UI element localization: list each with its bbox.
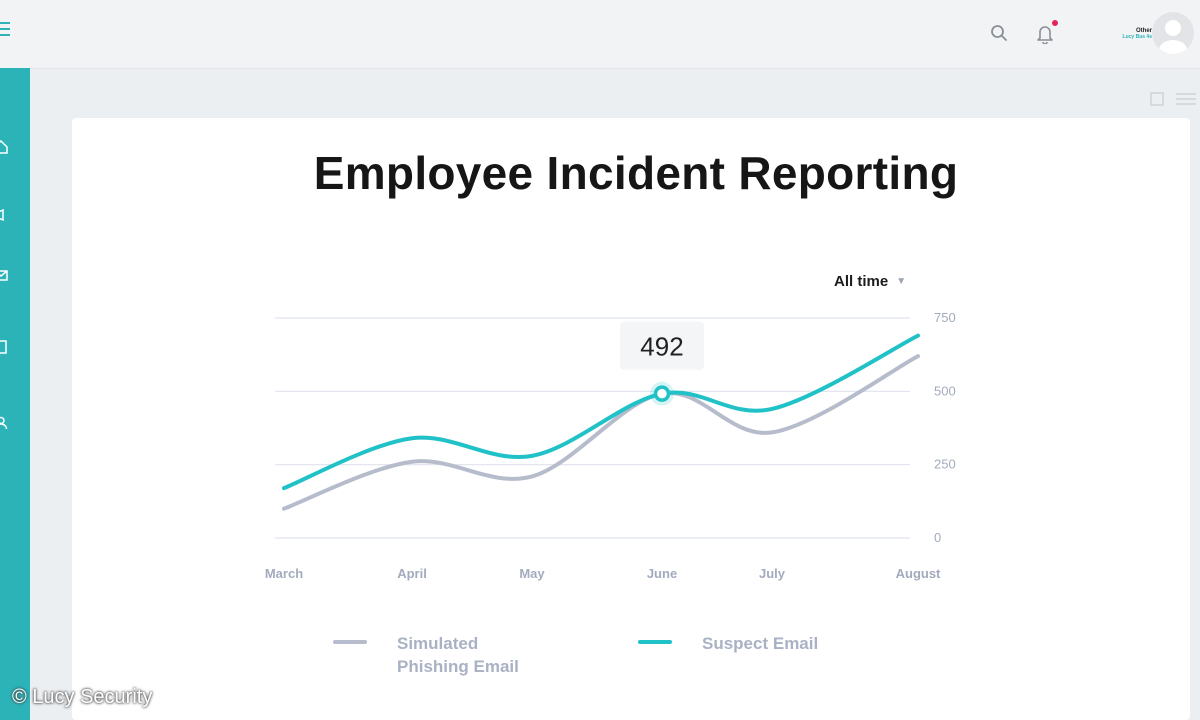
report-card (72, 118, 1190, 720)
layout-tools[interactable] (1150, 90, 1198, 108)
y-tick-label: 0 (934, 530, 941, 545)
legend-simulated-phishing[interactable]: Simulated Phishing Email (333, 632, 557, 678)
user-avatar-icon (1159, 20, 1187, 54)
series-line-suspect-email (282, 333, 920, 491)
legend-swatch-suspect (638, 640, 672, 644)
user-name: Other (1135, 28, 1152, 34)
legend-label-suspect: Suspect Email (702, 634, 819, 653)
bell-icon[interactable] (1036, 24, 1054, 44)
user-icon[interactable] (0, 416, 8, 430)
time-range-value: All time (834, 273, 889, 290)
list-icon[interactable] (1176, 93, 1196, 105)
user-role: Lucy Bus 4s (1122, 34, 1152, 40)
search-icon[interactable] (990, 24, 1008, 42)
sidebar (0, 68, 30, 720)
y-tick-label: 250 (934, 457, 956, 472)
x-tick-label: July (759, 566, 786, 581)
top-bar: Other Lucy Bus 4s (0, 0, 1200, 69)
page-title: Employee Incident Reporting (313, 147, 959, 199)
y-tick-label: 500 (934, 383, 956, 398)
notification-badge (1052, 20, 1058, 26)
home-icon[interactable] (0, 140, 8, 154)
x-tick-label: May (519, 566, 545, 581)
x-tick-label: March (265, 566, 303, 581)
tooltip-box (620, 321, 704, 370)
x-tick-label: August (896, 566, 941, 581)
menu-icon[interactable] (0, 22, 10, 36)
expand-icon[interactable] (1150, 92, 1164, 106)
x-tick-label: April (397, 566, 427, 581)
legend-swatch-phishing (333, 640, 367, 644)
document-icon[interactable] (0, 340, 8, 354)
highlight-point (653, 385, 671, 402)
legend-label-phishing: Simulated Phishing Email (397, 634, 519, 676)
legend-suspect-email[interactable]: Suspect Email (638, 632, 818, 655)
avatar[interactable] (1152, 12, 1194, 54)
mail-icon[interactable] (0, 268, 8, 282)
user-info[interactable]: Other Lucy Bus 4s (1100, 28, 1152, 40)
y-tick-label: 750 (934, 310, 956, 325)
copyright-watermark: © Lucy Security (12, 686, 153, 708)
x-tick-label: June (647, 566, 677, 581)
campaign-icon[interactable] (0, 208, 8, 222)
series-line-simulated-phishing (282, 354, 920, 511)
chevron-down-icon: ▼ (896, 276, 907, 287)
tooltip-value: 492 (640, 332, 683, 362)
time-range-select[interactable]: All time ▼ (834, 273, 906, 290)
